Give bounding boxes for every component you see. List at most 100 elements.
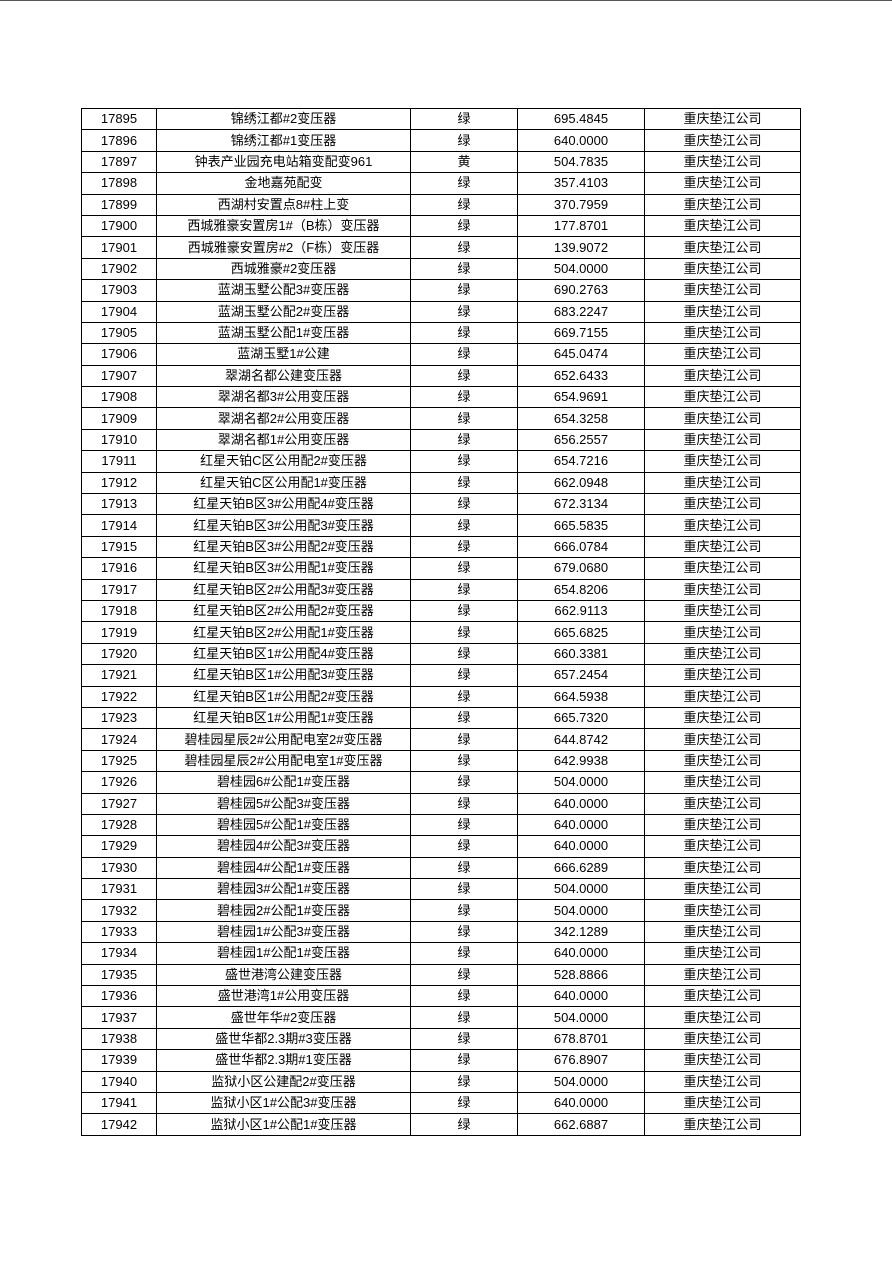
table-row: 17930 碧桂园4#公配1#变压器绿 666.6289 重庆垫江公司 <box>81 856 801 880</box>
status-cell: 绿 <box>410 129 518 152</box>
company-cell: 重庆垫江公司 <box>644 493 801 516</box>
status-cell: 绿 <box>410 685 518 708</box>
row-id-cell: 17896 <box>81 129 157 152</box>
status-cell: 绿 <box>410 813 518 837</box>
table-row: 17929 碧桂园4#公配3#变压器绿 640.0000 重庆垫江公司 <box>81 835 801 858</box>
transformer-name-cell: 盛世港湾1#公用变压器 <box>156 985 411 1008</box>
transformer-name-cell: 锦绣江都#2变压器 <box>156 107 411 131</box>
company-cell: 重庆垫江公司 <box>644 214 801 238</box>
row-id-cell: 17895 <box>81 107 157 131</box>
table-row: 17931 碧桂园3#公配1#变压器绿 504.0000 重庆垫江公司 <box>81 878 801 901</box>
table-row: 17937 盛世年华#2变压器绿 504.0000 重庆垫江公司 <box>81 1006 801 1029</box>
table-row: 17926 碧桂园6#公配1#变压器绿 504.0000 重庆垫江公司 <box>81 771 801 794</box>
value-cell: 690.2763 <box>517 279 645 302</box>
row-id-cell: 17936 <box>81 985 157 1008</box>
table-row: 17895 锦绣江都#2变压器绿 695.4845 重庆垫江公司 <box>81 107 801 131</box>
row-id-cell: 17942 <box>81 1113 157 1136</box>
value-cell: 177.8701 <box>517 214 645 238</box>
company-cell: 重庆垫江公司 <box>644 578 801 601</box>
transformer-table: 17895 锦绣江都#2变压器绿 695.4845 重庆垫江公司 17896 锦绣江都#1… <box>81 107 801 1136</box>
value-cell: 666.0784 <box>517 535 645 559</box>
company-cell: 重庆垫江公司 <box>644 878 801 901</box>
company-cell: 重庆垫江公司 <box>644 1070 801 1093</box>
value-cell: 695.4845 <box>517 107 645 131</box>
transformer-name-cell: 碧桂园星辰2#公用配电室2#变压器 <box>156 728 411 751</box>
transformer-name-cell: 碧桂园3#公配1#变压器 <box>156 878 411 901</box>
row-id-cell: 17939 <box>81 1049 157 1072</box>
table-row: 17932 碧桂园2#公配1#变压器绿 504.0000 重庆垫江公司 <box>81 899 801 922</box>
row-id-cell: 17914 <box>81 514 157 537</box>
value-cell: 672.3134 <box>517 493 645 516</box>
company-cell: 重庆垫江公司 <box>644 535 801 559</box>
transformer-name-cell: 碧桂园4#公配1#变压器 <box>156 856 411 880</box>
value-cell: 640.0000 <box>517 985 645 1008</box>
company-cell: 重庆垫江公司 <box>644 963 801 987</box>
value-cell: 504.0000 <box>517 899 645 922</box>
transformer-name-cell: 碧桂园5#公配3#变压器 <box>156 792 411 815</box>
row-id-cell: 17910 <box>81 428 157 452</box>
transformer-name-cell: 红星天铂B区1#公用配3#变压器 <box>156 664 411 687</box>
table-row: 17934 碧桂园1#公配1#变压器绿 640.0000 重庆垫江公司 <box>81 942 801 965</box>
table-row: 17897 钟表产业园充电站箱变配变961 黄 504.7835 重庆垫江公司 <box>81 150 801 174</box>
row-id-cell: 17933 <box>81 920 157 944</box>
transformer-name-cell: 翠湖名都3#公用变压器 <box>156 386 411 409</box>
value-cell: 504.7835 <box>517 150 645 174</box>
company-cell: 重庆垫江公司 <box>644 428 801 452</box>
value-cell: 654.9691 <box>517 386 645 409</box>
status-cell: 绿 <box>410 257 518 281</box>
status-cell: 绿 <box>410 514 518 537</box>
row-id-cell: 17899 <box>81 193 157 216</box>
table-row: 17939 盛世华都2.3期#1变压器绿 676.8907 重庆垫江公司 <box>81 1049 801 1072</box>
transformer-name-cell: 监狱小区1#公配3#变压器 <box>156 1091 411 1115</box>
row-id-cell: 17900 <box>81 214 157 238</box>
value-cell: 664.5938 <box>517 685 645 708</box>
table-row: 17920 红星天铂B区1#公用配4#变压器绿 660.3381 重庆垫江公司 <box>81 642 801 666</box>
table-row: 17914 红星天铂B区3#公用配3#变压器绿 665.5835 重庆垫江公司 <box>81 514 801 537</box>
company-cell: 重庆垫江公司 <box>644 129 801 152</box>
status-cell: 绿 <box>410 835 518 858</box>
table-row: 17924 碧桂园星辰2#公用配电室2#变压器绿 644.8742 重庆垫江公司 <box>81 728 801 751</box>
table-row: 17938 盛世华都2.3期#3变压器绿 678.8701 重庆垫江公司 <box>81 1027 801 1051</box>
transformer-name-cell: 碧桂园1#公配1#变压器 <box>156 942 411 965</box>
row-id-cell: 17935 <box>81 963 157 987</box>
company-cell: 重庆垫江公司 <box>644 236 801 259</box>
row-id-cell: 17903 <box>81 279 157 302</box>
company-cell: 重庆垫江公司 <box>644 899 801 922</box>
table-row: 17915 红星天铂B区3#公用配2#变压器绿 666.0784 重庆垫江公司 <box>81 535 801 559</box>
company-cell: 重庆垫江公司 <box>644 771 801 794</box>
table-row: 17925 碧桂园星辰2#公用配电室1#变压器绿 642.9938 重庆垫江公司 <box>81 749 801 773</box>
transformer-name-cell: 西城雅豪安置房1#（B栋）变压器 <box>156 214 411 238</box>
table-row: 17905 蓝湖玉墅公配1#变压器绿 669.7155 重庆垫江公司 <box>81 321 801 345</box>
row-id-cell: 17917 <box>81 578 157 601</box>
status-cell: 绿 <box>410 1027 518 1051</box>
table-row: 17919 红星天铂B区2#公用配1#变压器绿 665.6825 重庆垫江公司 <box>81 621 801 644</box>
row-id-cell: 17924 <box>81 728 157 751</box>
company-cell: 重庆垫江公司 <box>644 706 801 730</box>
transformer-name-cell: 红星天铂B区1#公用配2#变压器 <box>156 685 411 708</box>
value-cell: 139.9072 <box>517 236 645 259</box>
status-cell: 绿 <box>410 1091 518 1115</box>
status-cell: 绿 <box>410 1113 518 1136</box>
company-cell: 重庆垫江公司 <box>644 599 801 623</box>
table-row: 17927 碧桂园5#公配3#变压器绿 640.0000 重庆垫江公司 <box>81 792 801 815</box>
transformer-name-cell: 碧桂园4#公配3#变压器 <box>156 835 411 858</box>
table-row: 17917 红星天铂B区2#公用配3#变压器绿 654.8206 重庆垫江公司 <box>81 578 801 601</box>
table-row: 17933 碧桂园1#公配3#变压器绿 342.1289 重庆垫江公司 <box>81 920 801 944</box>
table-row: 17899 西湖村安置点8#柱上变绿 370.7959 重庆垫江公司 <box>81 193 801 216</box>
company-cell: 重庆垫江公司 <box>644 728 801 751</box>
table-row: 17907 翠湖名都公建变压器绿 652.6433 重庆垫江公司 <box>81 364 801 388</box>
status-cell: 绿 <box>410 920 518 944</box>
value-cell: 504.0000 <box>517 878 645 901</box>
status-cell: 绿 <box>410 878 518 901</box>
row-id-cell: 17916 <box>81 557 157 580</box>
table-row: 17898 金地嘉苑配变绿 357.4103 重庆垫江公司 <box>81 172 801 195</box>
row-id-cell: 17940 <box>81 1070 157 1093</box>
transformer-name-cell: 碧桂园6#公配1#变压器 <box>156 771 411 794</box>
company-cell: 重庆垫江公司 <box>644 642 801 666</box>
table-row: 17908 翠湖名都3#公用变压器绿 654.9691 重庆垫江公司 <box>81 386 801 409</box>
status-cell: 绿 <box>410 985 518 1008</box>
value-cell: 644.8742 <box>517 728 645 751</box>
value-cell: 657.2454 <box>517 664 645 687</box>
table-row: 17902 西城雅豪#2变压器绿 504.0000 重庆垫江公司 <box>81 257 801 281</box>
transformer-name-cell: 红星天铂B区2#公用配2#变压器 <box>156 599 411 623</box>
